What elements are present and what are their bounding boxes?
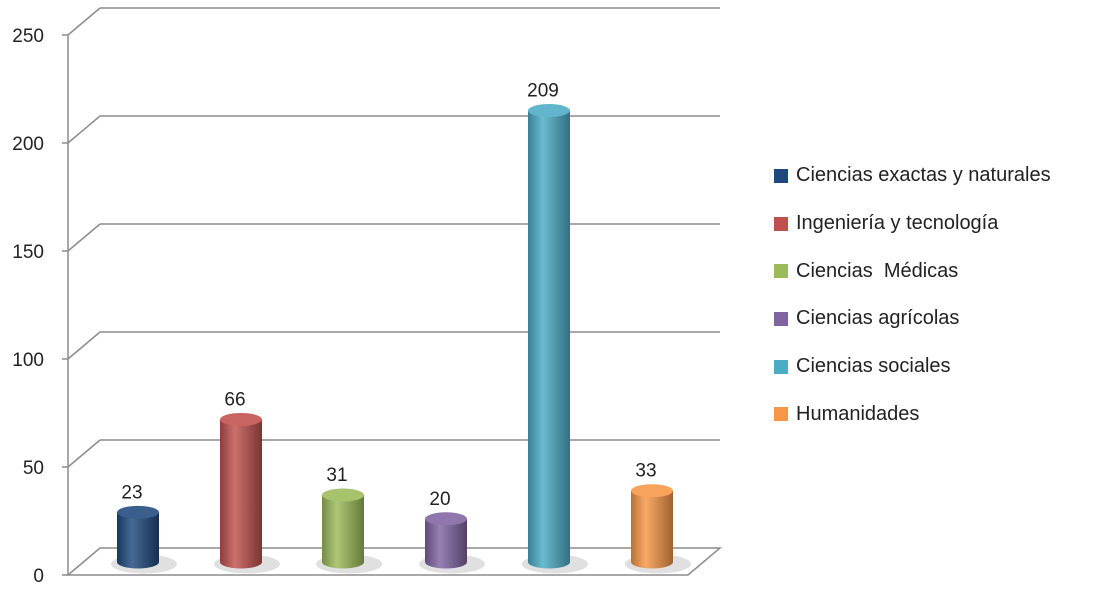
legend-swatch bbox=[774, 264, 788, 279]
legend-label: Ciencias sociales bbox=[796, 355, 951, 378]
data-labels: 23 66 31 20 209 33 bbox=[121, 81, 656, 510]
legend: Ciencias exactas y naturales Ingeniería … bbox=[774, 152, 1092, 438]
bar-top bbox=[631, 484, 673, 498]
legend-swatch bbox=[774, 311, 788, 326]
legend-item: Ciencias sociales bbox=[774, 343, 1092, 391]
bar bbox=[528, 110, 570, 569]
y-tick-label: 100 bbox=[12, 350, 44, 371]
gridline-side bbox=[67, 7, 101, 36]
legend-swatch bbox=[774, 216, 788, 231]
y-tick-label: 250 bbox=[12, 26, 44, 47]
bar-top bbox=[425, 512, 467, 526]
legend-item: Humanidades bbox=[774, 390, 1092, 438]
y-tick-label: 0 bbox=[33, 566, 44, 587]
data-label: 33 bbox=[635, 461, 656, 482]
y-tick-label: 150 bbox=[12, 242, 44, 263]
bar-top bbox=[322, 488, 364, 502]
bar bbox=[631, 490, 673, 569]
bar bbox=[117, 512, 159, 569]
y-axis-ticks: 0 50 100 150 200 250 bbox=[12, 26, 68, 587]
legend-item: Ingeniería y tecnología bbox=[774, 200, 1092, 248]
bar bbox=[220, 419, 262, 569]
legend-label: Ciencias agrícolas bbox=[796, 307, 960, 330]
chart-floor bbox=[65, 547, 723, 576]
y-tick-label: 50 bbox=[23, 458, 44, 479]
gridline-side bbox=[67, 439, 101, 468]
bar-top bbox=[220, 412, 262, 426]
floor-outline bbox=[65, 547, 723, 576]
bar bbox=[425, 518, 467, 569]
bar-top bbox=[117, 505, 159, 519]
legend-item: Ciencias exactas y naturales bbox=[774, 152, 1092, 200]
legend-label: Humanidades bbox=[796, 402, 920, 425]
y-tick-label: 200 bbox=[12, 134, 44, 155]
legend-swatch bbox=[774, 359, 788, 374]
bar-top bbox=[528, 104, 570, 118]
data-label: 66 bbox=[224, 389, 245, 410]
legend-swatch bbox=[774, 168, 788, 183]
legend-label: Ingeniería y tecnología bbox=[796, 212, 999, 235]
legend-item: Ciencias Médicas bbox=[774, 247, 1092, 295]
gridline-side bbox=[67, 331, 101, 360]
data-label: 23 bbox=[121, 482, 142, 503]
legend-label: Ciencias exactas y naturales bbox=[796, 164, 1051, 187]
gridlines bbox=[67, 7, 720, 575]
legend-item: Ciencias agrícolas bbox=[774, 295, 1092, 343]
legend-swatch bbox=[774, 407, 788, 422]
data-label: 209 bbox=[527, 81, 559, 102]
legend-label: Ciencias Médicas bbox=[796, 259, 959, 282]
data-label: 31 bbox=[326, 465, 347, 486]
gridline-side bbox=[67, 115, 101, 144]
data-label: 20 bbox=[429, 489, 450, 510]
bar bbox=[322, 495, 364, 569]
bars bbox=[111, 104, 691, 574]
gridline-side bbox=[67, 223, 101, 252]
